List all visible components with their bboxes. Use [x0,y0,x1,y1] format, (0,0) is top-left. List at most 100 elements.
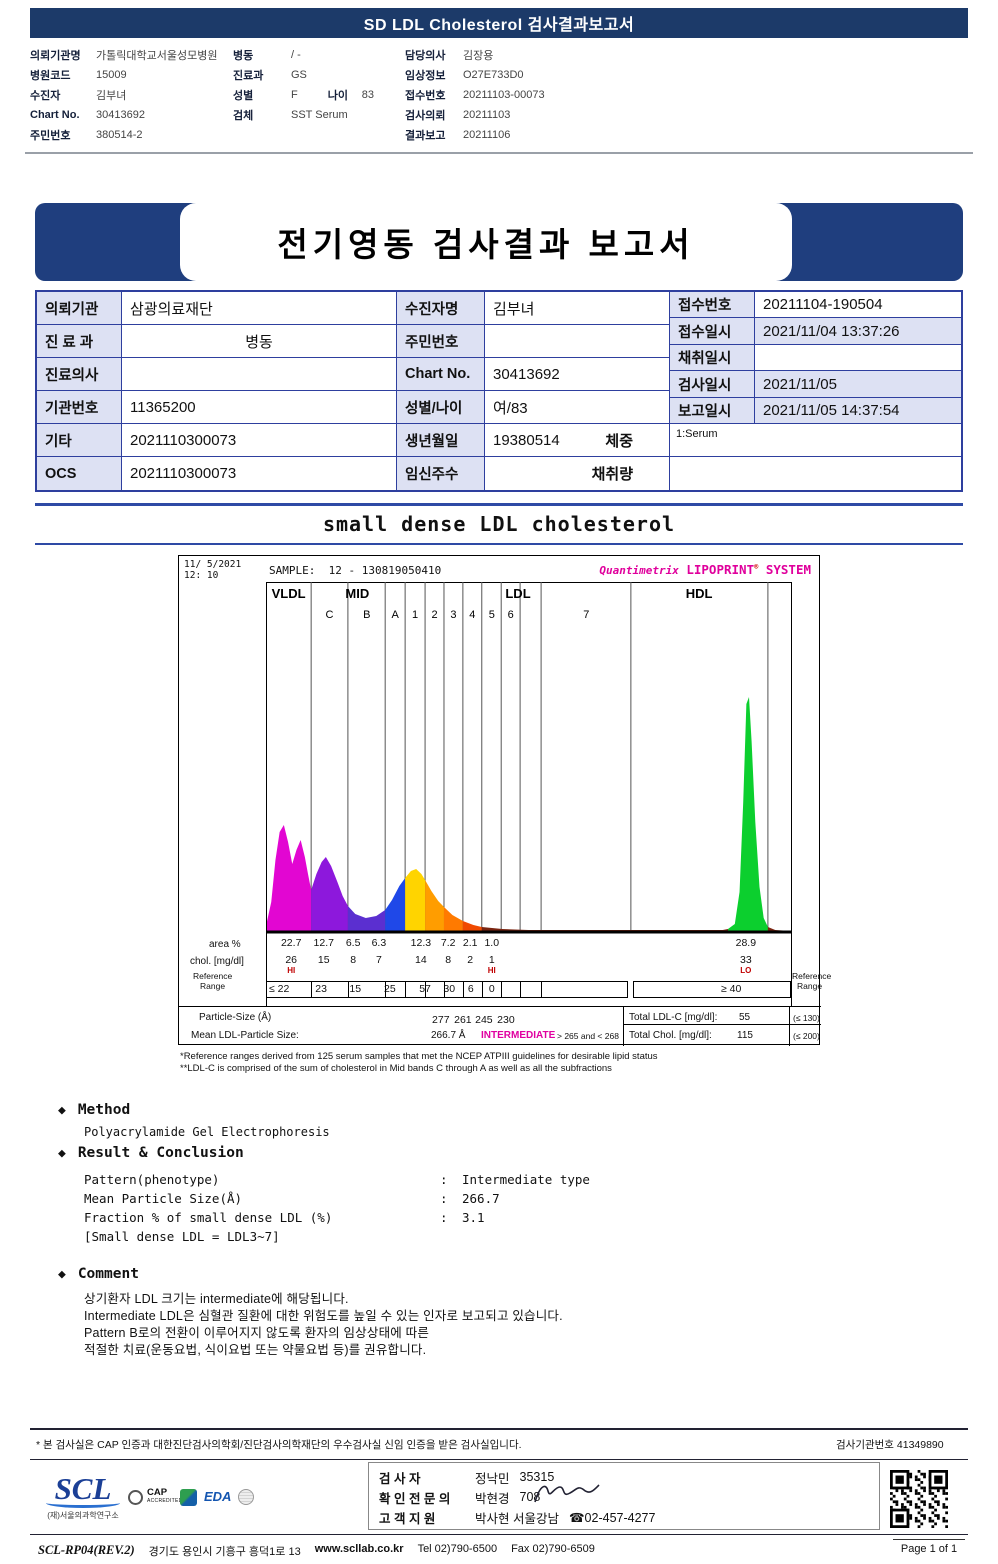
result-row: Fraction % of small dense LDL (%):3.1 [84,1210,485,1225]
result-section-title: ◆ Result & Conclusion [58,1145,244,1161]
field-value: 19380514 체중 [485,424,670,457]
diamond-bullet-icon: ◆ [58,1145,66,1161]
info-value: 20211103 [463,109,511,121]
info-label: 수진자 [30,90,61,102]
page-number: Page 1 of 1 [893,1539,965,1555]
field-label: 성별/나이 [397,391,485,424]
info-row: 성별 F 나이 83 [233,85,374,105]
info-label: 접수번호 [405,90,446,102]
field-label: 보고일시 [670,398,755,424]
info-label: Chart No. [30,109,80,121]
field-value: 김부녀 [485,292,670,325]
method-title: Method [77,1102,131,1118]
lab-number: 검사기관번호 41349890 [836,1437,944,1452]
field-label: 기관번호 [37,391,122,424]
svg-text:HDL: HDL [686,586,713,601]
reference-range-label-right: Range [797,981,823,991]
field-label: 접수번호 [670,292,755,318]
info-label: 의뢰기관명 [30,50,81,62]
field-label: 채취일시 [670,345,755,371]
diamond-bullet-icon: ◆ [58,1102,66,1118]
particle-size-label: Particle-Size (Å) [199,1012,272,1023]
sample-value: 12 - 130819050410 [328,564,442,577]
staff-label: 고 객 지 원 [379,1511,436,1526]
svg-text:3: 3 [450,609,456,621]
info-value: / - [291,49,301,61]
cap-text: CAP [147,1487,168,1498]
info-label: 검체 [233,110,254,122]
banner-title: 전기영동 검사결과 보고서 [277,226,695,263]
info-row: 결과보고 20211106 [405,125,545,145]
info-row: 담당의사 김장용 [405,45,545,65]
reference-range-box-hdl [633,981,791,998]
table-row: 보고일시 2021/11/05 14:37:54 [670,398,961,424]
total-chol-ref: (≤ 200) [793,1031,820,1041]
footer-rule-3 [30,1534,968,1535]
field-value: 11365200 [122,391,397,424]
total-ldl-label: Total LDL-C [mg/dl]: [629,1012,718,1023]
info-value: O27E733D0 [463,69,524,81]
address: 경기도 용인시 기흥구 흥덕1로 13 [148,1546,301,1558]
info-row: 의뢰기관명 가톨릭대학교서울성모병원 [30,45,217,65]
table-row: 접수번호 20211104-190504 [670,292,961,318]
staff-row: 검 사 자 정낙민 35315 [379,1467,869,1487]
area-row-label: area % [209,939,241,950]
info-label: 검사의뢰 [405,110,446,122]
staff-name: 박현경 [475,1491,510,1506]
totals-divider [623,1024,821,1025]
info-label: 병원코드 [30,70,71,82]
chart-stats: 22.7 12.7 6.5 6.3 12.3 7.2 2.1 1.0 28.9 26 15 8 7 14 8… [266,937,791,1046]
sample-label: SAMPLE: [269,564,316,577]
info-label: 결과보고 [405,130,446,142]
info-label: 주민번호 [30,130,71,142]
result-value: 266.7 [462,1191,500,1206]
info-row: 주민번호 380514-2 [30,125,217,145]
footer-rule-2 [30,1459,968,1460]
diamond-bullet-icon: ◆ [58,1266,66,1282]
comment-line: Pattern B로의 전환이 이루어지지 않도록 환자의 임상상태에 따른 [84,1326,430,1340]
table-row: OCS 2021110300073 임신주수 채취량 [37,457,670,490]
footer-rule-1 [30,1428,968,1430]
table-right-block: 접수번호 20211104-190504 접수일시 2021/11/04 13:… [670,292,961,490]
info-label: 성별 [233,90,254,102]
field-label: 검사일시 [670,371,755,398]
result-label: Fraction % of small dense LDL (%) [84,1210,333,1225]
table-row: 기타 2021110300073 생년월일 19380514 체중 [37,424,670,457]
chol-row-label: chol. [mg/dl] [190,956,244,967]
field-label: OCS [37,457,122,490]
lipoprint-brand: Quantimetrix LIPOPRINT® SYSTEM [599,562,811,577]
registered-mark-icon: ® [754,562,759,571]
field-label: 기타 [37,424,122,457]
cap-circle-icon [128,1489,143,1505]
result-colon [440,1229,462,1244]
doctor-signature [534,1484,600,1503]
lab-number-value: 41349890 [896,1439,944,1451]
info-row: 병원코드 15009 [30,65,217,85]
stats-divider [179,1006,821,1007]
result-colon: : [440,1172,448,1187]
svg-text:4: 4 [469,609,475,621]
field-value: 병동 [122,325,397,358]
eda-logo: EDA [204,1489,232,1504]
result-row: [Small dense LDL = LDL3~7] [84,1229,462,1244]
info-value: 가톨릭대학교서울성모병원 [96,50,218,62]
staff-label: 검 사 자 [379,1471,421,1486]
qr-code [890,1470,948,1528]
total-chol-value: 115 [737,1030,753,1041]
chart-footnote-2: **LDL-C is comprised of the sum of chole… [180,1063,612,1074]
table-row: 검사일시 2021/11/05 [670,371,961,398]
banner-title-box: 전기영동 검사결과 보고서 [180,203,792,281]
method-body: Polyacrylamide Gel Electrophoresis [84,1125,330,1139]
brand-system: SYSTEM [765,562,811,577]
comment-line: Intermediate LDL은 심혈관 질환에 대한 위험도를 높일 수 있… [84,1309,563,1323]
scl-logo: SCL (재)서울의과학연구소 [38,1473,128,1521]
patient-info-col1: 의뢰기관명 가톨릭대학교서울성모병원 병원코드 15009 수진자 김부녀 Chart… [30,45,217,145]
table-row: 채취일시 [670,345,961,371]
info-label: 진료과 [233,70,264,82]
result-value: Intermediate type [462,1172,590,1187]
section-rule-top [35,503,963,506]
field-value: 30413692 [485,358,670,391]
sample-amount-label: 채취량 [591,466,633,483]
info-value: 83 [361,89,374,101]
staff-row: 고 객 지 원 박사현 서울강남 ☎02-457-4277 [379,1507,869,1527]
